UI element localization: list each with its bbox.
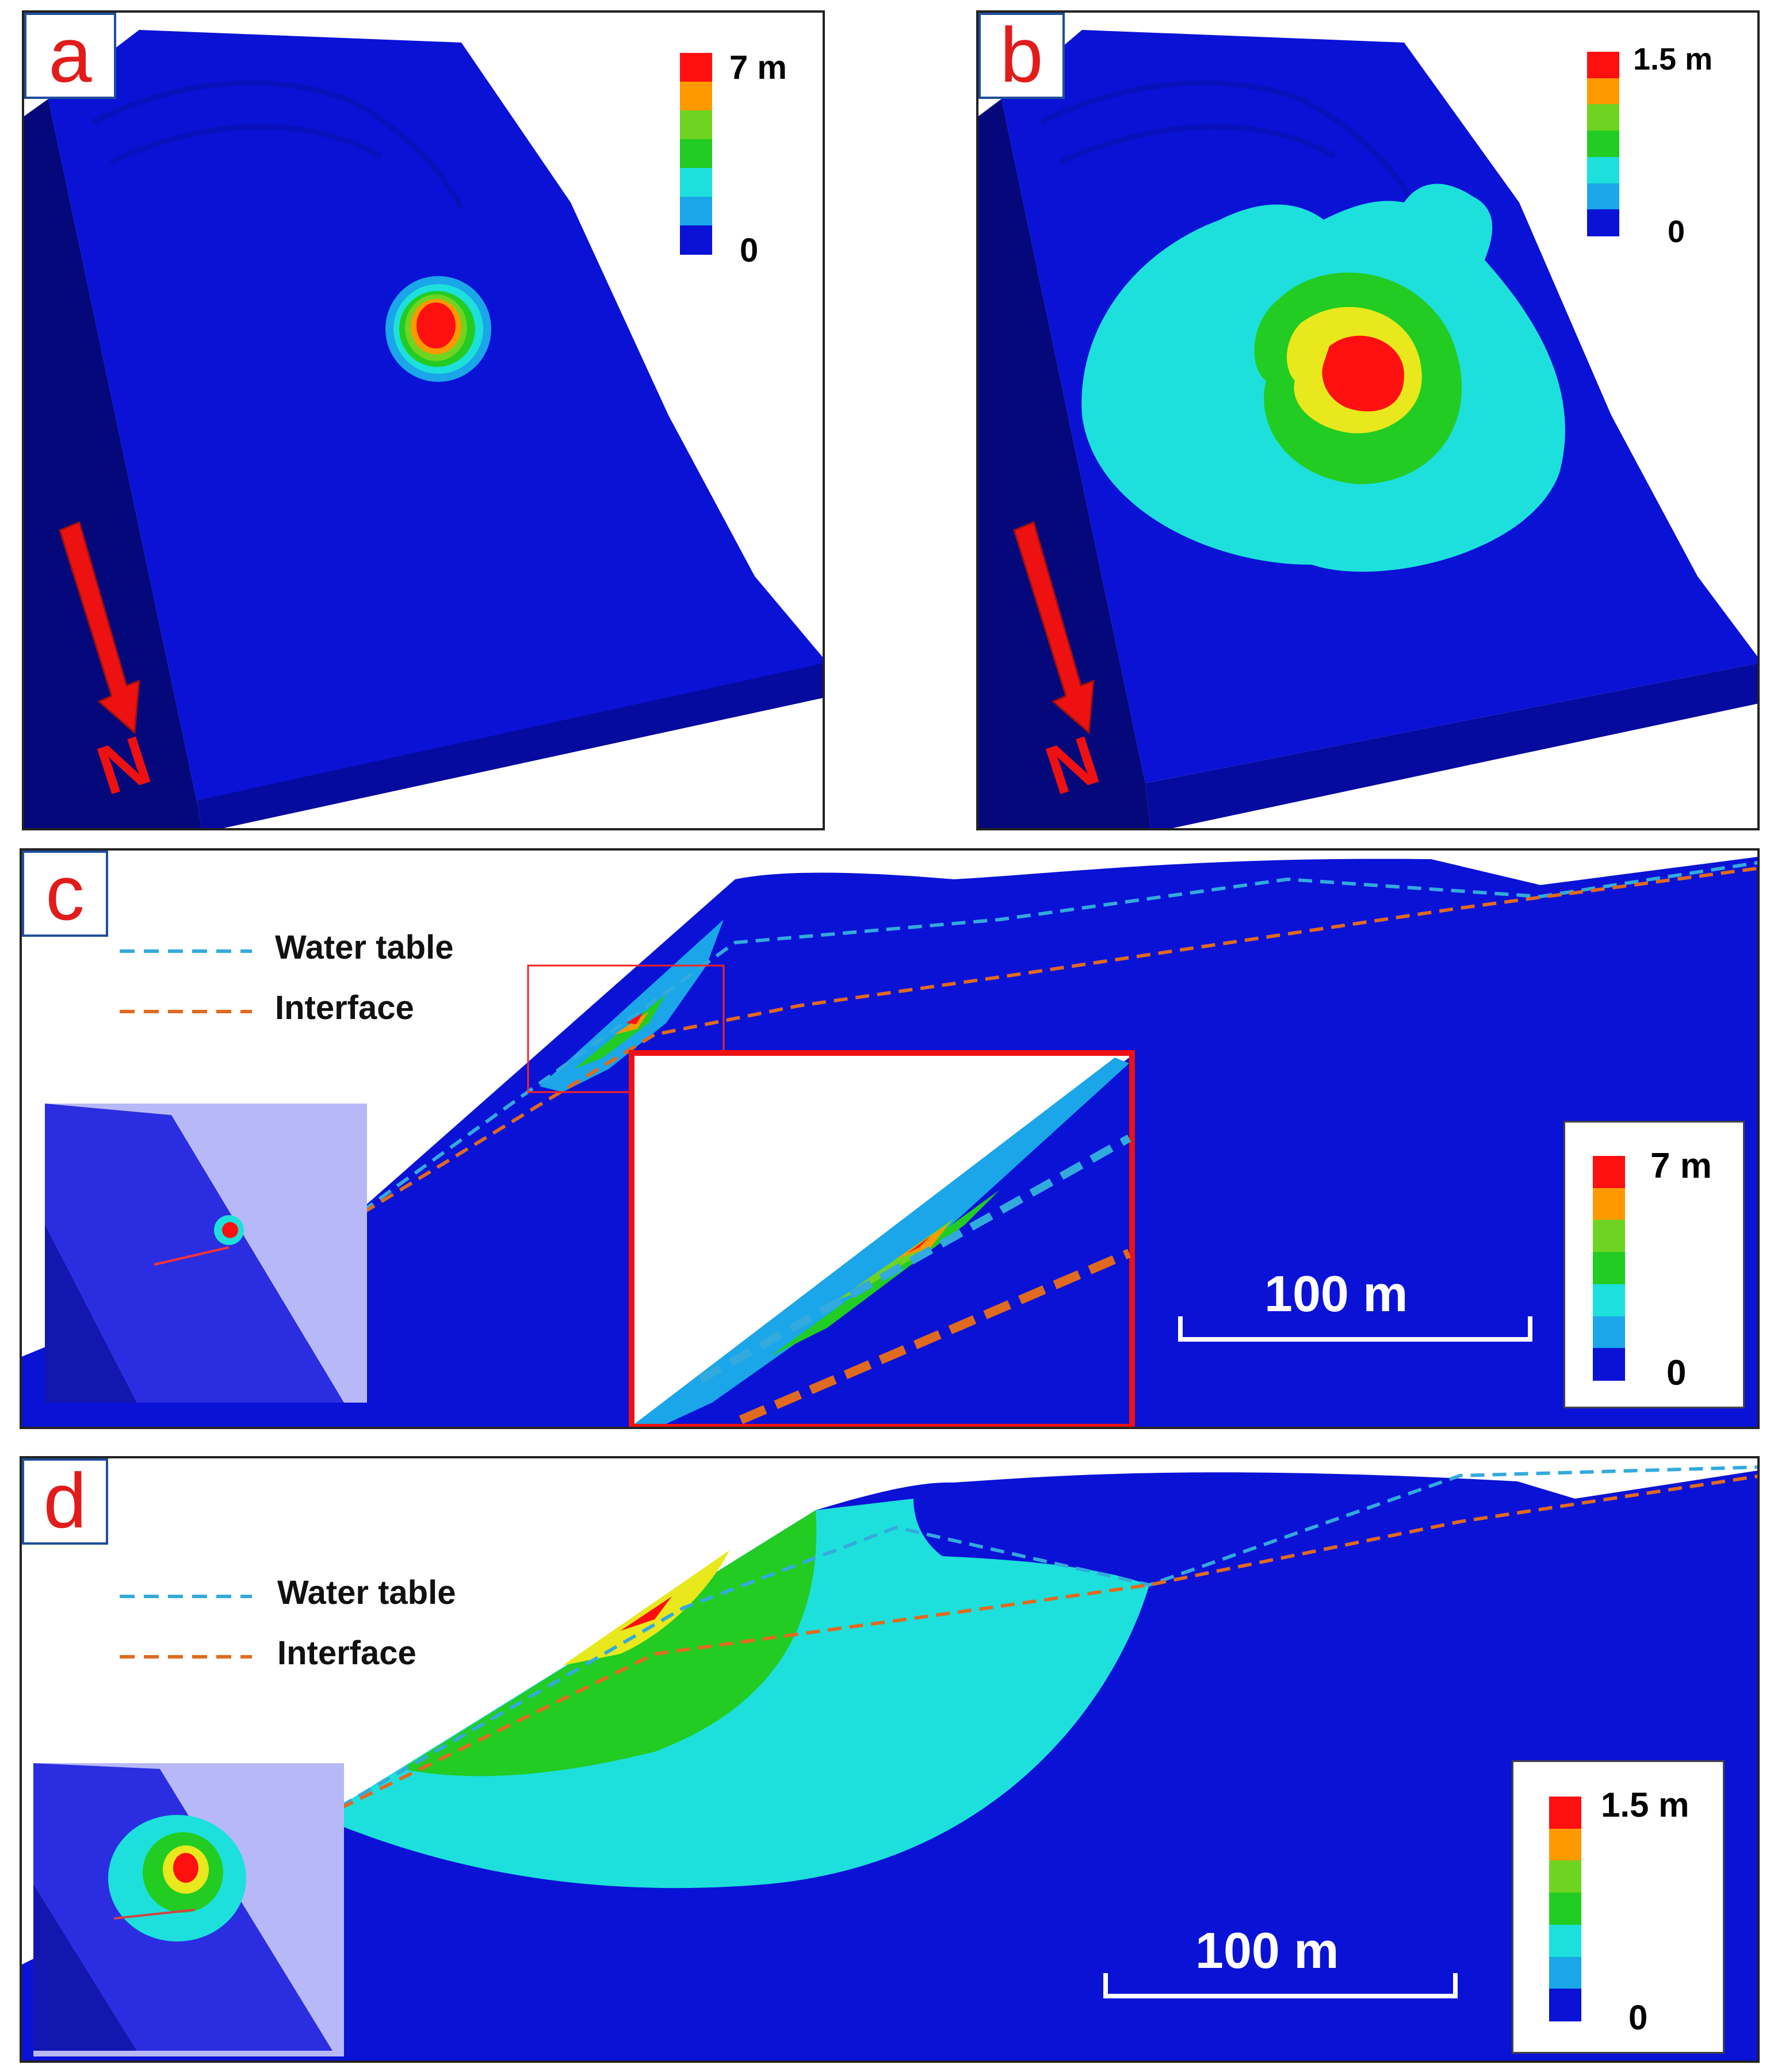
interface-line bbox=[320, 1474, 1757, 1820]
legend-swatch bbox=[1549, 1797, 1581, 1829]
legend-b-max-label: 1.5 m bbox=[1633, 42, 1713, 76]
legend-a: 7 m 0 bbox=[656, 41, 800, 283]
legend-d: 1.5 m 0 bbox=[1512, 1760, 1725, 2054]
legend-d-swatch-stack bbox=[1549, 1797, 1581, 2021]
legend-swatch bbox=[1593, 1220, 1625, 1253]
legend-swatch bbox=[1587, 104, 1619, 132]
panel-c: c Water table Interface 100 m 7 m 0 bbox=[20, 848, 1760, 1429]
water-table-legend-swatch bbox=[120, 949, 252, 953]
legend-b-swatch-stack bbox=[1587, 52, 1619, 236]
legend-d-max-label: 1.5 m bbox=[1601, 1786, 1689, 1824]
legend-swatch bbox=[1593, 1284, 1625, 1317]
legend-swatch bbox=[680, 82, 712, 111]
legend-swatch bbox=[1587, 183, 1619, 210]
panel-b: b 1.5 m 0 N bbox=[976, 10, 1760, 830]
model-block-left-side bbox=[24, 99, 202, 828]
displacement-zone bbox=[1081, 183, 1565, 572]
panel-d: d Water table Interface 100 m 1.5 m 0 bbox=[20, 1456, 1760, 2063]
legend-swatch bbox=[680, 168, 712, 197]
legend-a-max-label: 7 m bbox=[729, 49, 787, 86]
legend-c: 7 m 0 bbox=[1563, 1121, 1745, 1408]
interface-legend-swatch bbox=[120, 1655, 252, 1659]
displacement-band bbox=[540, 920, 724, 1092]
panel-label-d: d bbox=[22, 1458, 108, 1545]
model-block-front-side bbox=[1145, 663, 1757, 828]
legend-swatch bbox=[1593, 1252, 1625, 1285]
water-table-line bbox=[343, 861, 1757, 1226]
model-block-front-side bbox=[197, 657, 823, 828]
panel-c-section bbox=[22, 857, 1757, 1427]
legend-b: 1.5 m 0 bbox=[1565, 36, 1738, 266]
legend-swatch bbox=[1593, 1316, 1625, 1349]
legend-swatch bbox=[1549, 1924, 1581, 1958]
legend-swatch bbox=[1593, 1348, 1625, 1381]
panel-label-a: a bbox=[24, 13, 116, 99]
ridge-lines bbox=[91, 80, 464, 210]
legend-swatch bbox=[1549, 1989, 1581, 2021]
legend-d-min-label: 0 bbox=[1628, 1998, 1648, 2037]
legend-swatch bbox=[680, 197, 712, 226]
interface-legend-swatch bbox=[120, 1010, 252, 1013]
legend-swatch bbox=[1587, 52, 1619, 79]
panel-b-model bbox=[978, 30, 1757, 828]
north-arrow-icon bbox=[59, 520, 140, 735]
legend-swatch bbox=[1549, 1860, 1581, 1894]
model-top-surface bbox=[48, 30, 823, 801]
legend-b-min-label: 0 bbox=[1668, 215, 1685, 249]
panel-label-b: b bbox=[978, 13, 1065, 99]
model-block-left-side bbox=[978, 99, 1151, 828]
water-table-label-d: Water table bbox=[277, 1574, 456, 1611]
water-table-legend-swatch bbox=[120, 1595, 252, 1598]
legend-swatch bbox=[680, 53, 712, 82]
legend-swatch bbox=[1587, 156, 1619, 184]
zoom-inset bbox=[629, 1050, 1135, 1427]
legend-a-swatch-stack bbox=[680, 53, 712, 255]
legend-swatch bbox=[1593, 1188, 1625, 1221]
legend-a-min-label: 0 bbox=[740, 232, 759, 269]
zoom-source-box bbox=[527, 964, 725, 1093]
legend-swatch bbox=[680, 110, 712, 140]
interface-label-c: Interface bbox=[275, 989, 414, 1027]
water-table-line bbox=[320, 1465, 1757, 1820]
north-arrow-icon bbox=[1013, 520, 1095, 735]
displacement-spot bbox=[385, 276, 491, 382]
legend-c-max-label: 7 m bbox=[1650, 1146, 1712, 1186]
legend-swatch bbox=[680, 225, 712, 255]
location-thumbnail bbox=[45, 1104, 367, 1403]
legend-swatch bbox=[1549, 1956, 1581, 1990]
location-thumbnail bbox=[33, 1763, 344, 2056]
scale-label-c: 100 m bbox=[1264, 1265, 1408, 1322]
interface-label-d: Interface bbox=[277, 1634, 416, 1672]
legend-swatch bbox=[1587, 209, 1619, 236]
legend-swatch bbox=[1593, 1156, 1625, 1189]
panel-label-c: c bbox=[22, 851, 108, 937]
legend-swatch bbox=[680, 139, 712, 168]
legend-c-swatch-stack bbox=[1593, 1156, 1625, 1381]
panel-a-model bbox=[24, 30, 823, 828]
panel-a: a 7 m 0 N bbox=[22, 10, 825, 830]
scale-bar-c bbox=[1178, 1316, 1532, 1342]
legend-swatch bbox=[1549, 1828, 1581, 1862]
legend-swatch bbox=[1549, 1893, 1581, 1925]
scale-bar-d bbox=[1103, 1973, 1458, 1998]
water-table-label-c: Water table bbox=[275, 929, 454, 966]
panel-d-section bbox=[22, 1465, 1757, 2060]
legend-swatch bbox=[1587, 78, 1619, 105]
ridge-lines bbox=[1040, 80, 1419, 210]
legend-swatch bbox=[1587, 131, 1619, 158]
legend-c-min-label: 0 bbox=[1666, 1353, 1687, 1393]
scale-label-d: 100 m bbox=[1195, 1922, 1339, 1979]
